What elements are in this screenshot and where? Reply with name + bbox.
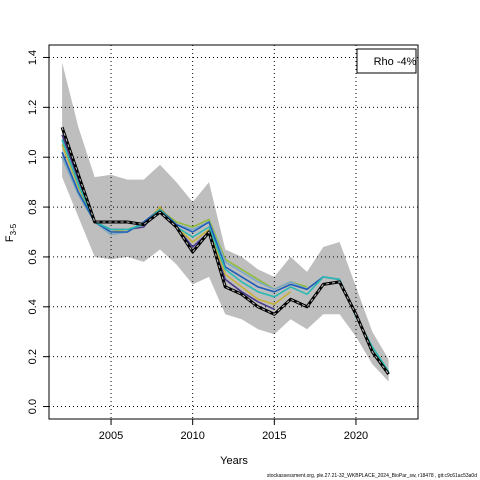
retro-peel-line-3 xyxy=(61,156,324,291)
y-axis-title-sub: 3-5 xyxy=(9,223,18,235)
y-axis-title-main: F xyxy=(4,235,16,242)
y-tick-label-0: 0.0 xyxy=(27,399,39,414)
axis-layer: 2005 2010 2015 2020 0.0 0.2 0.4 0.6 0.8 1.0 1.2 1.4 xyxy=(27,50,368,442)
y-tick-label-7: 1.4 xyxy=(27,50,39,65)
svg-text:F3-5: F3-5 xyxy=(4,223,18,242)
y-tick-label-4: 0.8 xyxy=(27,199,39,214)
legend-box xyxy=(356,48,417,74)
confidence-band xyxy=(62,62,389,382)
x-tick-label-1: 2010 xyxy=(180,430,204,442)
main-estimate-dash xyxy=(61,127,390,375)
grid-layer xyxy=(49,45,418,419)
y-tick-label-1: 0.2 xyxy=(27,349,39,364)
x-tick-label-2: 2015 xyxy=(262,430,286,442)
y-tick-label-3: 0.6 xyxy=(27,249,39,264)
x-axis-title: Years xyxy=(220,455,248,467)
x-tick-label-0: 2005 xyxy=(99,430,123,442)
y-tick-label-6: 1.2 xyxy=(27,100,39,115)
plot-frame xyxy=(48,44,419,420)
y-tick-label-2: 0.4 xyxy=(27,299,39,314)
y-axis-title: F3-5 xyxy=(4,223,18,242)
retro-peel-line-1 xyxy=(61,139,390,373)
legend-label: Rho -4% xyxy=(374,56,417,68)
legend: Rho -4% xyxy=(356,48,417,74)
series-layer xyxy=(60,126,390,375)
x-tick-label-3: 2020 xyxy=(344,430,368,442)
footer-source: stockassessment.org, ple.27.21-32_WKBPLA… xyxy=(267,473,477,479)
retro-peel-line-2 xyxy=(61,151,340,293)
y-tick-label-5: 1.0 xyxy=(27,150,39,165)
confidence-band-layer xyxy=(62,62,389,382)
